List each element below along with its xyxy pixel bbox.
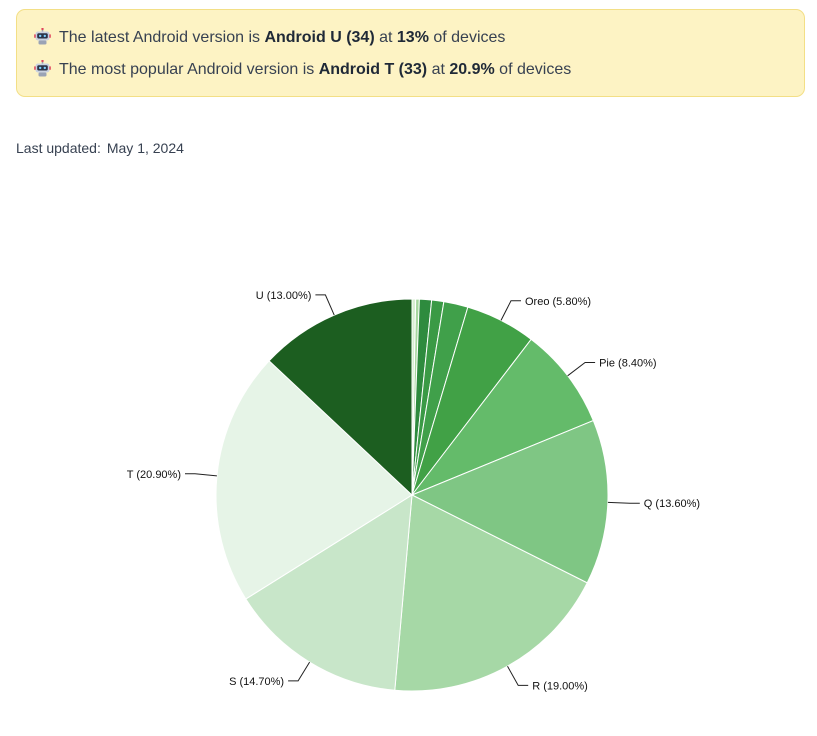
- slice-label-r: R (19.00%): [532, 680, 588, 692]
- slice-label-s: S (14.70%): [229, 676, 284, 688]
- leader-line-r: [507, 665, 529, 686]
- slice-label-pie: Pie (8.40%): [599, 358, 656, 370]
- info-banner: The latest Android version is Android U …: [16, 9, 805, 97]
- latest-middle: at: [374, 29, 397, 46]
- popular-middle: at: [427, 61, 450, 78]
- popular-prefix: The most popular Android version is: [59, 61, 319, 78]
- leader-line-s: [288, 661, 311, 682]
- pie-slice-t: [215, 360, 413, 600]
- robot-icon: [34, 60, 51, 77]
- latest-share: 13%: [396, 29, 429, 46]
- last-updated-label: Last updated:: [16, 140, 101, 156]
- latest-suffix: of devices: [428, 29, 506, 46]
- popular-version: Android T (33): [318, 61, 428, 78]
- pie-slice-pie: [410, 338, 594, 497]
- leader-line-u: [315, 294, 335, 316]
- slice-label-t: T (20.90%): [127, 469, 181, 481]
- leader-line-pie: [567, 362, 596, 377]
- last-updated-date: May 1, 2024: [106, 140, 184, 156]
- slice-label-q: Q (13.60%): [644, 498, 700, 510]
- android-distribution-pie-chart: Oreo (5.80%) Pie (8.40%) Q (13.60%) R (19.0…: [127, 290, 700, 693]
- popular-version-line: The most popular Android version is Andr…: [34, 59, 571, 81]
- last-updated: Last updated: May 1, 2024: [16, 140, 184, 156]
- popular-suffix: of devices: [494, 61, 572, 78]
- leader-line-oreo: [500, 300, 521, 321]
- leader-line-t: [185, 473, 217, 477]
- pie-slice-q: [410, 419, 609, 584]
- leader-line-q: [607, 501, 640, 504]
- robot-icon: [34, 28, 51, 45]
- slice-label-u: U (13.00%): [256, 290, 312, 302]
- latest-version: Android U (34): [264, 29, 375, 46]
- pie-slice-r: [394, 494, 588, 692]
- latest-version-line: The latest Android version is Android U …: [34, 27, 505, 49]
- popular-share: 20.9%: [449, 61, 495, 78]
- pie-slice-u: [268, 298, 413, 497]
- slice-label-oreo: Oreo (5.80%): [525, 296, 591, 308]
- latest-prefix: The latest Android version is: [59, 29, 265, 46]
